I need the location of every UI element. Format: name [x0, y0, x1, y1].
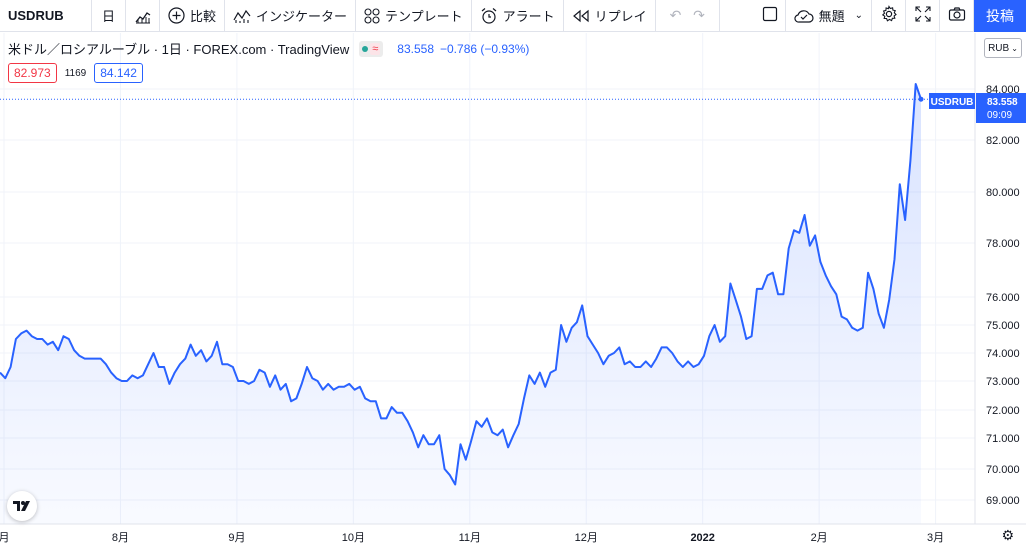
- chart-legend: 米ドル／ロシアルーブル · 1日 · FOREX.com · TradingVi…: [8, 39, 529, 58]
- spacer: [720, 0, 756, 32]
- y-tick-label: 74.000: [986, 348, 1020, 360]
- delayed-data-icon: ≈: [370, 42, 381, 55]
- settings-button[interactable]: [872, 0, 906, 32]
- x-tick-label: 月: [0, 532, 10, 544]
- spread-value: 1169: [64, 67, 87, 79]
- last-price-label-bg: [976, 93, 1026, 123]
- compare-button[interactable]: 比較: [160, 0, 226, 32]
- x-axis-ticks: 月 8月 9月 10月 11月 12月 2022 2月 3月: [0, 532, 944, 544]
- last-price-dot: [918, 96, 924, 102]
- fullscreen-button[interactable]: [906, 0, 940, 32]
- y-tick-label: 70.000: [986, 464, 1020, 476]
- save-layout-button[interactable]: 無題 ⌄: [786, 0, 872, 32]
- y-axis-ticks: 69.000 70.000 71.000 72.000 73.000 74.000 75.0…: [986, 84, 1020, 507]
- x-tick-label: 12月: [575, 532, 598, 544]
- y-tick-label: 73.000: [986, 376, 1020, 388]
- y-tick-label: 75.000: [986, 320, 1020, 332]
- axis-settings-gear-icon[interactable]: ⚙: [1001, 527, 1014, 543]
- x-tick-label: 11月: [459, 532, 481, 544]
- x-tick-label: 9月: [228, 532, 245, 544]
- fullscreen-icon: [914, 6, 931, 25]
- currency-selector[interactable]: RUB ⌄: [984, 38, 1022, 58]
- buy-sell-panel: 82.973 1169 84.142: [8, 63, 143, 83]
- alert-label: アラート: [502, 9, 555, 24]
- last-price-label: 83.558: [987, 97, 1018, 108]
- y-tick-label: 71.000: [986, 433, 1020, 445]
- price-area: [0, 84, 921, 524]
- templates-icon: [364, 7, 380, 24]
- indicators-button[interactable]: インジケーター: [225, 0, 357, 32]
- templates-button[interactable]: テンプレート: [356, 0, 472, 32]
- snapshot-button[interactable]: [940, 0, 974, 32]
- chevron-down-icon: ⌄: [1011, 43, 1018, 53]
- indicators-label: インジケーター: [256, 9, 348, 24]
- buy-button[interactable]: 84.142: [94, 63, 143, 83]
- symbol-search-button[interactable]: USDRUB: [0, 0, 92, 32]
- top-toolbar: USDRUB 日 比較 インジケーター テンプレート アラート リプレイ: [0, 0, 1026, 32]
- x-tick-label: 2月: [811, 532, 828, 544]
- x-tick-label: 3月: [927, 532, 944, 544]
- y-tick-label: 76.000: [986, 292, 1020, 304]
- indicators-icon: [233, 8, 251, 24]
- replay-icon: [572, 9, 590, 23]
- camera-icon: [948, 6, 966, 25]
- time-axis[interactable]: [0, 524, 1026, 551]
- redo-icon[interactable]: ↷: [693, 7, 705, 23]
- market-status[interactable]: ≈: [359, 40, 384, 57]
- x-tick-label: 8月: [112, 532, 129, 544]
- compare-label: 比較: [190, 9, 217, 24]
- replay-button[interactable]: リプレイ: [564, 0, 656, 32]
- interval-button[interactable]: 日: [92, 0, 126, 32]
- y-tick-label: 80.000: [986, 187, 1020, 199]
- layout-button[interactable]: [756, 0, 786, 32]
- legend-change: −0.786 (−0.93%): [440, 41, 530, 56]
- publish-button[interactable]: 投稿: [974, 0, 1026, 32]
- templates-label: テンプレート: [385, 9, 463, 24]
- plus-circle-icon: [168, 7, 185, 24]
- undo-redo-group: ↶ ↷: [656, 0, 720, 32]
- symbol-tag-bg: [929, 93, 975, 109]
- sell-button[interactable]: 82.973: [8, 63, 57, 83]
- price-line: [0, 83, 922, 486]
- cloud-icon: [793, 9, 814, 23]
- undo-icon[interactable]: ↶: [669, 7, 682, 23]
- layout-name: 無題: [818, 9, 845, 24]
- price-chart[interactable]: 69.000 70.000 71.000 72.000 73.000 74.000 75.0…: [0, 33, 1026, 551]
- replay-label: リプレイ: [594, 9, 647, 24]
- tradingview-logo-icon[interactable]: [7, 491, 37, 521]
- y-tick-label: 72.000: [986, 405, 1020, 417]
- countdown-label: 09:09: [987, 110, 1012, 121]
- layout-icon: [762, 6, 778, 25]
- y-tick-label: 78.000: [986, 238, 1020, 250]
- chart-type-button[interactable]: [126, 0, 160, 32]
- alarm-icon: [480, 7, 498, 25]
- alert-button[interactable]: アラート: [472, 0, 564, 32]
- bar-chart-icon: [134, 8, 152, 24]
- legend-price: 83.558: [397, 41, 434, 56]
- symbol-title[interactable]: 米ドル／ロシアルーブル · 1日 · FOREX.com · TradingVi…: [8, 42, 350, 57]
- currency-label: RUB: [988, 42, 1010, 54]
- y-tick-label: 69.000: [986, 495, 1020, 507]
- x-tick-label: 2022: [690, 532, 714, 544]
- chevron-down-icon: ⌄: [854, 10, 863, 21]
- y-tick-label: 82.000: [986, 135, 1020, 147]
- symbol-tag: USDRUB: [931, 97, 974, 108]
- gear-icon: [880, 5, 898, 26]
- market-open-icon: [362, 45, 369, 52]
- x-tick-label: 10月: [342, 532, 365, 544]
